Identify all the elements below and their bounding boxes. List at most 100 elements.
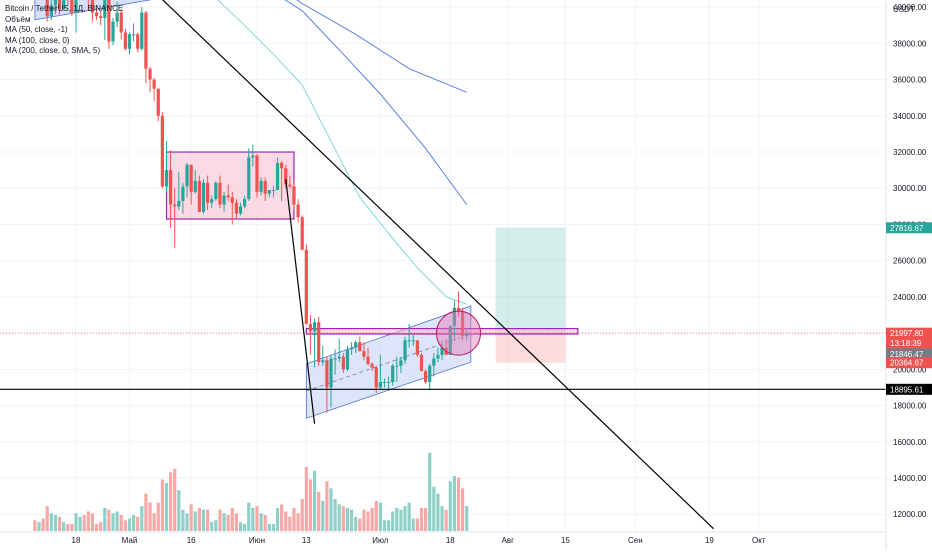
candle-body[interactable] bbox=[325, 360, 329, 388]
candle-body[interactable] bbox=[201, 182, 206, 212]
candle-body[interactable] bbox=[362, 351, 366, 357]
candle-body[interactable] bbox=[358, 342, 362, 352]
candle-body[interactable] bbox=[90, 0, 95, 13]
candle-body[interactable] bbox=[168, 170, 173, 205]
candle-body[interactable] bbox=[189, 164, 193, 192]
candle-body[interactable] bbox=[107, 0, 111, 42]
candle-body[interactable] bbox=[238, 206, 243, 214]
candle-body[interactable] bbox=[456, 307, 461, 312]
candle-body[interactable] bbox=[395, 365, 399, 367]
candle-body[interactable] bbox=[304, 249, 308, 325]
candle-body[interactable] bbox=[131, 34, 136, 36]
candle-body[interactable] bbox=[424, 371, 428, 383]
candle-body[interactable] bbox=[403, 340, 407, 361]
candle-body[interactable] bbox=[259, 180, 263, 192]
candle-body[interactable] bbox=[181, 186, 185, 201]
candle-body[interactable] bbox=[411, 340, 415, 342]
legend-ma-100[interactable]: MA (100, close, 0) bbox=[5, 35, 70, 45]
candle-body[interactable] bbox=[173, 204, 177, 207]
candle-body[interactable] bbox=[440, 347, 444, 355]
candle-body[interactable] bbox=[234, 202, 239, 214]
time-axis[interactable]: 18 Май 16 Июн 13 Июл 18 Авг 15 Сен 19 Окт bbox=[72, 536, 766, 545]
candle-body[interactable] bbox=[148, 68, 152, 80]
candle-body[interactable] bbox=[70, 0, 74, 13]
candle-body[interactable] bbox=[370, 363, 374, 368]
candle-body[interactable] bbox=[62, 0, 66, 9]
legend-ma-50[interactable]: MA (50, close, -1) bbox=[5, 25, 68, 34]
candle-body[interactable] bbox=[206, 182, 210, 203]
candle-body[interactable] bbox=[49, 5, 53, 17]
long-stop-zone[interactable] bbox=[495, 333, 566, 363]
candle-body[interactable] bbox=[419, 354, 424, 372]
candle-body[interactable] bbox=[197, 180, 201, 212]
candle-body[interactable] bbox=[251, 155, 255, 158]
candle-body[interactable] bbox=[210, 199, 214, 203]
candle-body[interactable] bbox=[386, 382, 391, 384]
candle-body[interactable] bbox=[136, 34, 140, 49]
candle-body[interactable] bbox=[247, 157, 251, 200]
candle-body[interactable] bbox=[399, 360, 403, 366]
candle-body[interactable] bbox=[341, 356, 345, 370]
candle-body[interactable] bbox=[160, 115, 164, 187]
candle-body[interactable] bbox=[267, 190, 271, 194]
price-axis[interactable]: 12000.00 14000.00 16000.00 18000.00 20000.00… bbox=[893, 3, 927, 519]
candle-body[interactable] bbox=[230, 197, 234, 203]
candle-body[interactable] bbox=[452, 307, 456, 326]
candle-body[interactable] bbox=[275, 162, 280, 191]
candle-body[interactable] bbox=[284, 168, 288, 185]
candle-body[interactable] bbox=[296, 204, 300, 218]
candle-body[interactable] bbox=[127, 34, 132, 49]
candle-body[interactable] bbox=[428, 365, 432, 383]
candle-body[interactable] bbox=[391, 365, 395, 383]
candle-body[interactable] bbox=[300, 217, 304, 250]
candle-body[interactable] bbox=[152, 79, 156, 89]
candle-body[interactable] bbox=[263, 180, 267, 194]
candle-body[interactable] bbox=[354, 342, 358, 348]
candle-body[interactable] bbox=[407, 340, 411, 342]
long-target-zone[interactable] bbox=[495, 227, 566, 334]
candle-body[interactable] bbox=[156, 88, 160, 116]
candle-body[interactable] bbox=[222, 195, 226, 205]
candle-body[interactable] bbox=[99, 16, 103, 19]
candle-body[interactable] bbox=[74, 0, 78, 13]
candle-body[interactable] bbox=[193, 180, 197, 192]
candle-body[interactable] bbox=[57, 0, 62, 9]
candle-body[interactable] bbox=[226, 195, 230, 198]
legend-ma-200[interactable]: MA (200, close, 0, SMA, 5) bbox=[5, 46, 101, 55]
candle-body[interactable] bbox=[53, 0, 58, 6]
resistance-band[interactable] bbox=[305, 327, 579, 335]
candle-body[interactable] bbox=[337, 356, 341, 359]
candle-body[interactable] bbox=[317, 322, 321, 363]
candle-body[interactable] bbox=[288, 184, 292, 187]
candle-body[interactable] bbox=[308, 324, 313, 332]
highlight-circle[interactable] bbox=[436, 310, 482, 356]
candle-body[interactable] bbox=[366, 356, 370, 364]
candle-body[interactable] bbox=[115, 12, 119, 22]
candle-body[interactable] bbox=[45, 0, 49, 17]
candle-body[interactable] bbox=[280, 162, 284, 169]
candle-body[interactable] bbox=[378, 382, 382, 388]
candle-body[interactable] bbox=[144, 12, 148, 69]
candle-body[interactable] bbox=[292, 186, 296, 205]
candle-body[interactable] bbox=[94, 12, 99, 17]
candle-body[interactable] bbox=[123, 32, 127, 49]
candle-body[interactable] bbox=[214, 182, 218, 200]
breakdown-line[interactable] bbox=[285, 179, 316, 424]
candle-body[interactable] bbox=[448, 325, 452, 355]
candle-body[interactable] bbox=[140, 12, 144, 49]
candle-body[interactable] bbox=[185, 164, 189, 187]
downtrend-line[interactable] bbox=[76, 0, 714, 530]
candle-body[interactable] bbox=[329, 358, 333, 388]
candle-body[interactable] bbox=[432, 358, 436, 366]
candle-body[interactable] bbox=[349, 347, 354, 350]
candle-body[interactable] bbox=[164, 170, 169, 187]
candle-body[interactable] bbox=[255, 155, 259, 192]
candle-body[interactable] bbox=[111, 21, 115, 42]
candle-body[interactable] bbox=[243, 199, 247, 207]
candle-body[interactable] bbox=[461, 311, 465, 336]
candle-body[interactable] bbox=[312, 322, 317, 332]
candle-body[interactable] bbox=[382, 382, 387, 384]
candle-body[interactable] bbox=[436, 354, 440, 359]
